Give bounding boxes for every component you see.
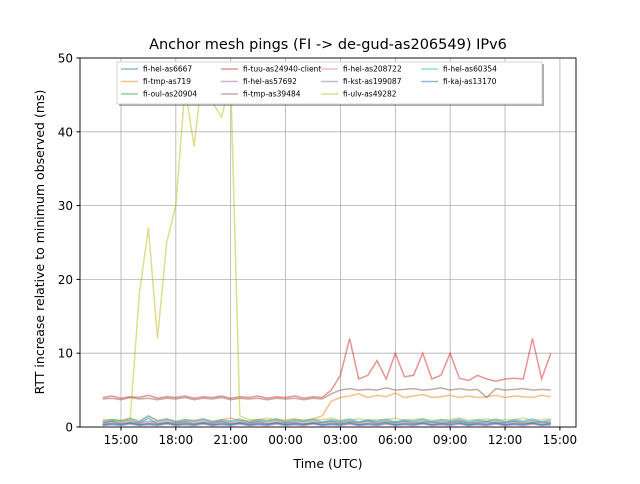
legend-label: fi-kaj-as13170 xyxy=(443,77,497,86)
y-axis-label: RTT increase relative to minimum observe… xyxy=(32,90,47,395)
legend-label: fi-hel-as57692 xyxy=(243,77,297,86)
series-line-fi-tmp-as39484 xyxy=(102,387,551,401)
series-line-fi-kst-as199087 xyxy=(102,419,551,424)
legend-label: fi-hel-as60354 xyxy=(443,65,497,74)
x-axis-label: Time (UTC) xyxy=(292,456,362,471)
legend-entry: fi-hel-as6667 xyxy=(121,65,192,74)
legend-entry: fi-tmp-as39484 xyxy=(221,90,301,99)
legend-label: fi-tuu-as24940-client xyxy=(243,65,321,74)
x-tick-label: 03:00 xyxy=(323,433,358,447)
y-tick-label: 50 xyxy=(58,52,73,66)
series-line-fi-hel-as60354 xyxy=(102,415,551,423)
x-tick-label: 06:00 xyxy=(378,433,413,447)
legend-label: fi-tmp-as719 xyxy=(143,77,191,86)
legend: fi-hel-as6667 fi-tmp-as719 fi-oul-as20904 f… xyxy=(116,61,544,106)
x-tick-label: 00:00 xyxy=(268,433,303,447)
y-tick-label: 20 xyxy=(58,273,73,287)
legend-entry: fi-hel-as57692 xyxy=(221,77,297,86)
legend-label: fi-kst-as199087 xyxy=(343,77,402,86)
series-line-fi-kaj-as13170 xyxy=(102,422,551,426)
x-tick-label: 09:00 xyxy=(433,433,468,447)
plot-frame xyxy=(79,57,577,428)
legend-entry: fi-hel-as60354 xyxy=(421,65,497,74)
legend-label: fi-hel-as208722 xyxy=(343,65,402,74)
legend-entry: fi-hel-as208722 xyxy=(321,65,402,74)
legend-entry: fi-tuu-as24940-client xyxy=(221,65,321,74)
series-line-fi-ulv-as49282 xyxy=(102,65,551,422)
legend-label: fi-oul-as20904 xyxy=(143,90,197,99)
x-tick-label: 12:00 xyxy=(488,433,523,447)
legend-entry: fi-oul-as20904 xyxy=(121,90,197,99)
legend-entry: fi-tmp-as719 xyxy=(121,77,191,86)
chart-title: Anchor mesh pings (FI -> de-gud-as206549… xyxy=(149,37,507,53)
series-line-fi-hel-as208722 xyxy=(102,421,551,425)
legend-label: fi-tmp-as39484 xyxy=(243,90,301,99)
y-tick-label: 30 xyxy=(58,199,73,213)
legend-entry: fi-kaj-as13170 xyxy=(421,77,497,86)
y-tick-label: 40 xyxy=(58,125,73,139)
x-tick-label: 15:00 xyxy=(104,433,139,447)
x-tick-label: 18:00 xyxy=(159,433,194,447)
legend-entry: fi-kst-as199087 xyxy=(321,77,402,86)
legend-entry: fi-ulv-as49282 xyxy=(321,90,397,99)
legend-label: fi-hel-as6667 xyxy=(143,65,192,74)
series-line-fi-tuu-as24940-client xyxy=(102,338,552,399)
y-tick-label: 0 xyxy=(65,421,73,435)
y-tick-label: 10 xyxy=(58,347,73,361)
x-tick-label: 15:00 xyxy=(543,433,578,447)
x-tick-label: 21:00 xyxy=(213,433,248,447)
legend-label: fi-ulv-as49282 xyxy=(343,90,397,99)
